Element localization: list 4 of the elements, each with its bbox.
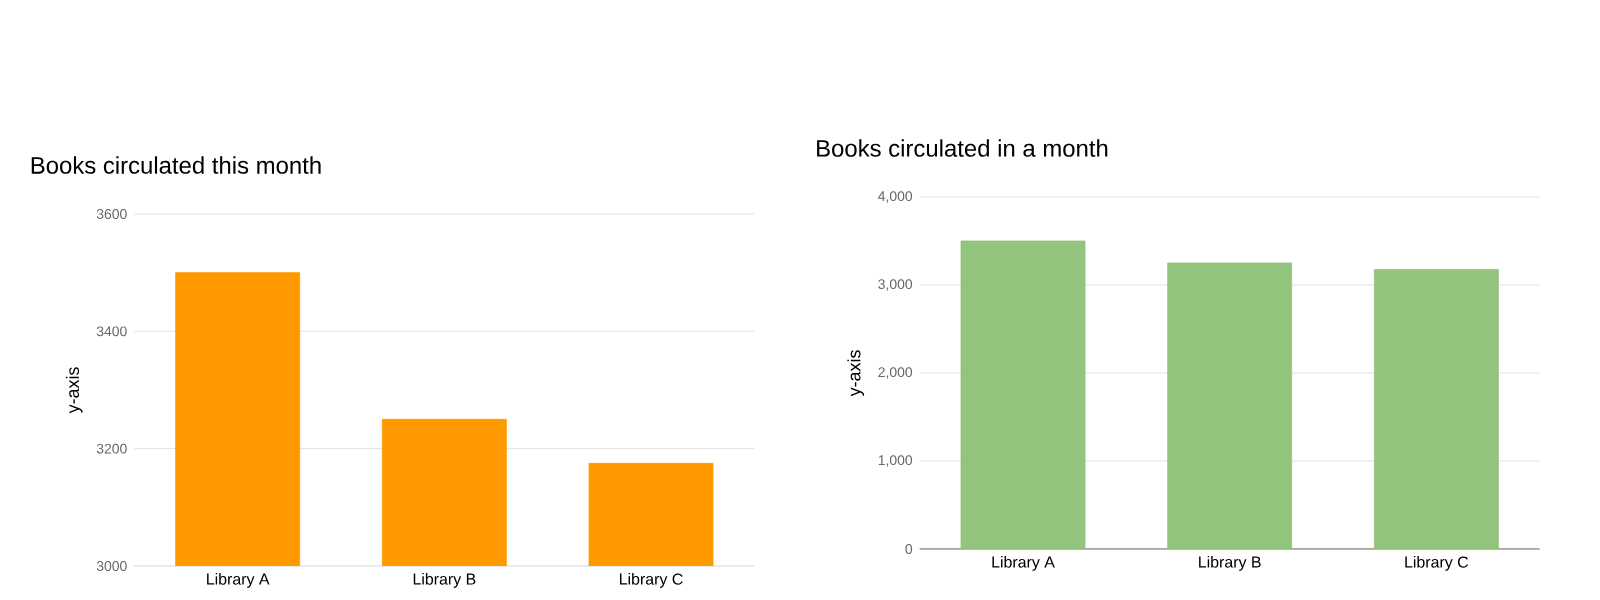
y-axis-title: y-axis (65, 367, 83, 414)
y-axis-title: y-axis (847, 350, 865, 397)
chart-title: Books circulated in a month (817, 139, 1108, 157)
chart-title: Books circulated this month (31, 156, 321, 174)
